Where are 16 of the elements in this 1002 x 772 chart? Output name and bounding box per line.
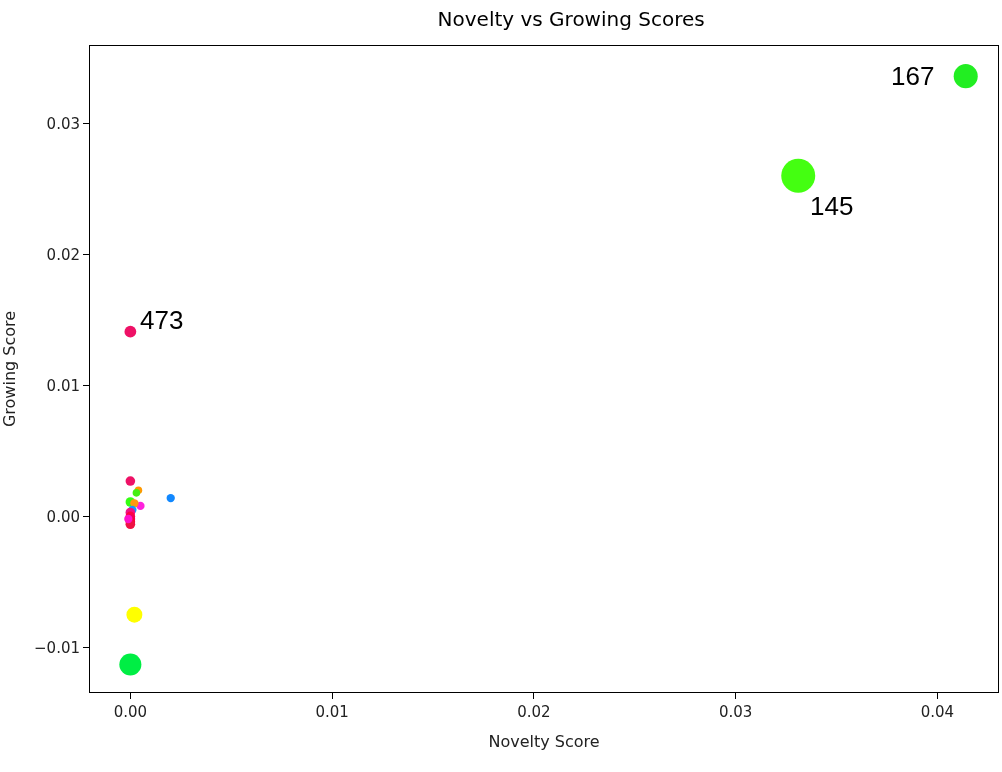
- annotation: 145: [810, 191, 854, 221]
- x-tick-label: 0.04: [920, 703, 955, 721]
- y-tick-label: 0.00: [46, 507, 80, 526]
- y-tick-label: 0.02: [46, 245, 80, 264]
- annotation: 167: [891, 61, 935, 91]
- x-axis-title: Novelty Score: [488, 731, 600, 751]
- x-tick-label: 0.03: [718, 703, 753, 721]
- x-tick-label: 0.01: [315, 703, 349, 721]
- x-tick-label: 0.02: [517, 703, 551, 721]
- chart-title: Novelty vs Growing Scores: [437, 6, 705, 31]
- y-tick-label: −0.01: [34, 638, 80, 657]
- y-tick-label: 0.01: [46, 376, 80, 395]
- annotation: 473: [140, 305, 184, 335]
- x-tick-label: 0.00: [113, 703, 148, 721]
- y-tick-label: 0.03: [46, 114, 80, 133]
- y-axis-title: Growing Score: [0, 310, 19, 428]
